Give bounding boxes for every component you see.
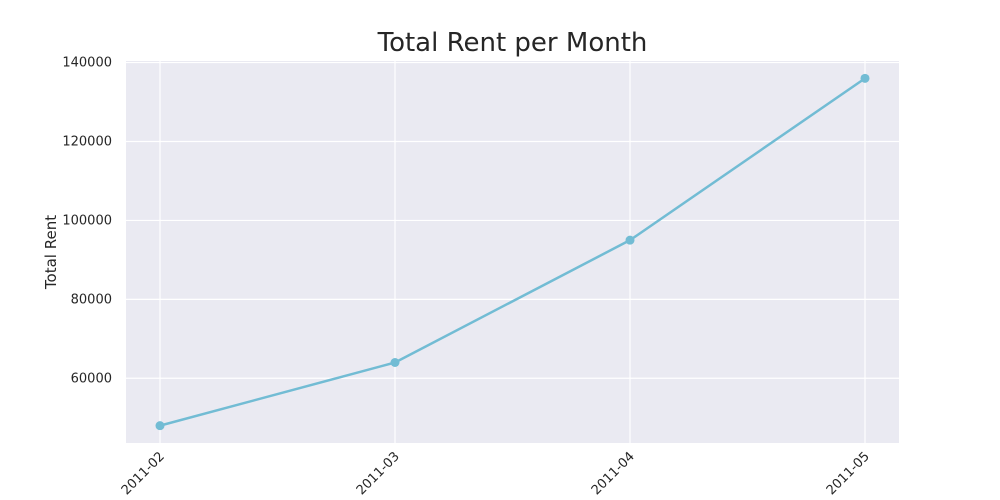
x-tick-label: 2011-04 [589, 449, 638, 498]
y-tick-label: 140000 [62, 56, 112, 71]
chart-title: Total Rent per Month [377, 28, 648, 58]
x-tick-label: 2011-05 [824, 449, 873, 498]
plot-area [126, 61, 899, 443]
data-point [390, 357, 400, 367]
series-layer [155, 73, 870, 431]
data-point [625, 235, 635, 245]
y-tick-label: 120000 [62, 135, 112, 150]
y-tick-label: 100000 [62, 213, 112, 228]
data-point [860, 73, 870, 83]
y-tick-label: 80000 [71, 292, 112, 307]
x-tick-label: 2011-02 [119, 449, 168, 498]
x-tick-label: 2011-03 [354, 449, 403, 498]
data-point [155, 421, 165, 431]
series-line [159, 77, 866, 427]
y-tick-label: 60000 [71, 371, 112, 386]
x-axis-ticks: 2011-02 2011-03 2011-04 2011-05 [119, 449, 873, 498]
y-axis-ticks: 60000 80000 100000 120000 140000 [62, 56, 112, 387]
grid [126, 61, 899, 443]
y-axis-label: Total Rent [42, 215, 60, 290]
